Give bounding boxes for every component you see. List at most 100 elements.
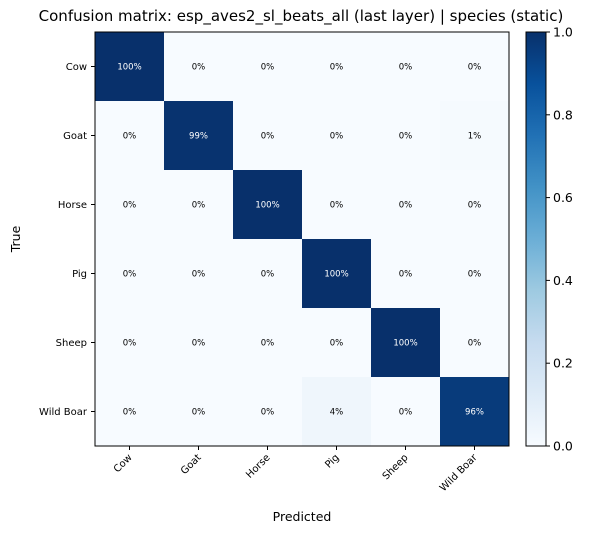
heatmap-cell-5-3 [302, 377, 372, 447]
cell-label-0-4: 0% [399, 63, 413, 73]
cell-label-5-4: 0% [399, 408, 413, 418]
cell-label-5-3: 4% [330, 408, 344, 418]
heatmap-cell-0-1 [164, 32, 234, 102]
y-tick-label: Sheep [56, 338, 87, 349]
x-tick-label: Cow [112, 452, 135, 475]
heatmap-cell-4-3 [302, 308, 372, 378]
heatmap-cell-5-1 [164, 377, 234, 447]
heatmap-cell-3-3 [302, 239, 372, 309]
cell-label-3-3: 100% [324, 270, 348, 280]
cell-label-0-3: 0% [330, 63, 344, 73]
cell-label-3-0: 0% [123, 270, 137, 280]
heatmap-cell-1-2 [233, 101, 303, 171]
cell-label-1-4: 0% [399, 132, 413, 142]
heatmap-cell-0-2 [233, 32, 303, 102]
heatmap-cell-3-0 [95, 239, 165, 309]
heatmap-cell-3-4 [371, 239, 441, 309]
x-tick-label: Wild Boar [438, 452, 480, 494]
heatmap-cell-2-1 [164, 170, 234, 240]
heatmap-cell-4-2 [233, 308, 303, 378]
heatmap-cell-0-5 [440, 32, 510, 102]
x-tick-label: Horse [244, 452, 272, 480]
heatmap-cell-3-2 [233, 239, 303, 309]
cell-label-0-1: 0% [192, 63, 206, 73]
x-tick-label: Pig [323, 452, 341, 470]
colorbar [525, 31, 547, 447]
cell-label-3-4: 0% [399, 270, 413, 280]
cell-label-3-1: 0% [192, 270, 206, 280]
heatmap-cell-5-5 [440, 377, 510, 447]
heatmap-cell-4-4 [371, 308, 441, 378]
heatmap-cell-5-2 [233, 377, 303, 447]
cell-label-4-5: 0% [468, 339, 482, 349]
cell-label-1-2: 0% [261, 132, 275, 142]
y-axis-label: True [8, 225, 23, 253]
x-tick-label: Sheep [381, 452, 411, 482]
heatmap-cell-3-1 [164, 239, 234, 309]
heatmap-cell-5-0 [95, 377, 165, 447]
heatmap-cell-2-2 [233, 170, 303, 240]
heatmap-cell-0-0 [95, 32, 165, 102]
cell-label-1-5: 1% [468, 132, 482, 142]
y-axis-ticks: Cow Goat Horse Pig Sheep Wild Boar [39, 62, 95, 418]
heatmap-cell-4-1 [164, 308, 234, 378]
colorbar-tick-label: 0.0 [553, 439, 573, 454]
cell-label-2-2: 100% [255, 201, 279, 211]
heatmap-cell-2-0 [95, 170, 165, 240]
colorbar-tick-label: 0.4 [553, 273, 573, 288]
heatmap-cells [95, 32, 510, 447]
cell-label-4-2: 0% [261, 339, 275, 349]
heatmap-cell-1-5 [440, 101, 510, 171]
heatmap-cell-0-4 [371, 32, 441, 102]
y-tick-label: Wild Boar [39, 407, 88, 418]
cell-label-2-0: 0% [123, 201, 137, 211]
cell-label-1-3: 0% [330, 132, 344, 142]
cell-label-0-5: 0% [468, 63, 482, 73]
cell-label-0-2: 0% [261, 63, 275, 73]
cell-label-2-3: 0% [330, 201, 344, 211]
cell-label-3-5: 0% [468, 270, 482, 280]
heatmap-cell-2-4 [371, 170, 441, 240]
y-tick-label: Goat [63, 131, 87, 142]
y-tick-label: Horse [58, 200, 87, 211]
y-tick-label: Cow [66, 62, 87, 73]
x-axis-label: Predicted [273, 509, 332, 524]
x-tick-label: Goat [179, 452, 204, 477]
chart-title: Confusion matrix: esp_aves2_sl_beats_all… [39, 7, 564, 26]
cell-label-4-3: 0% [330, 339, 344, 349]
heatmap-cell-4-0 [95, 308, 165, 378]
cell-label-5-5: 96% [465, 408, 484, 418]
cell-label-4-4: 100% [393, 339, 417, 349]
cell-label-5-1: 0% [192, 408, 206, 418]
cell-label-5-2: 0% [261, 408, 275, 418]
y-tick-label: Pig [72, 269, 87, 280]
cell-label-1-1: 99% [189, 132, 208, 142]
heatmap-cell-1-1 [164, 101, 234, 171]
heatmap-cell-5-4 [371, 377, 441, 447]
colorbar-tick-label: 1.0 [553, 25, 573, 40]
heatmap-cell-4-5 [440, 308, 510, 378]
cell-label-2-4: 0% [399, 201, 413, 211]
colorbar-tick-label: 0.8 [553, 107, 573, 122]
colorbar-ticks: 0.0 0.2 0.4 0.6 0.8 1.0 [546, 25, 573, 454]
cell-label-4-0: 0% [123, 339, 137, 349]
heatmap-cell-0-3 [302, 32, 372, 102]
colorbar-tick-label: 0.6 [553, 190, 573, 205]
cell-label-4-1: 0% [192, 339, 206, 349]
cell-label-1-0: 0% [123, 132, 137, 142]
cell-label-5-0: 0% [123, 408, 137, 418]
cell-label-0-0: 100% [117, 63, 141, 73]
heatmap-cell-2-3 [302, 170, 372, 240]
x-axis-ticks: Cow Goat Horse Pig Sheep Wild Boar [112, 446, 480, 494]
heatmap-cell-1-4 [371, 101, 441, 171]
heatmap-cell-3-5 [440, 239, 510, 309]
heatmap-cell-2-5 [440, 170, 510, 240]
cell-label-2-1: 0% [192, 201, 206, 211]
plot-frame [94, 31, 510, 447]
heatmap-cell-1-3 [302, 101, 372, 171]
colorbar-tick-label: 0.2 [553, 356, 573, 371]
cell-label-3-2: 0% [261, 270, 275, 280]
cell-labels: 100% 0% 0% 0% 0% 0% 0% 99% 0% 0% 0% 1% 0% 0% 100% 0% 0% 0… [117, 63, 484, 418]
